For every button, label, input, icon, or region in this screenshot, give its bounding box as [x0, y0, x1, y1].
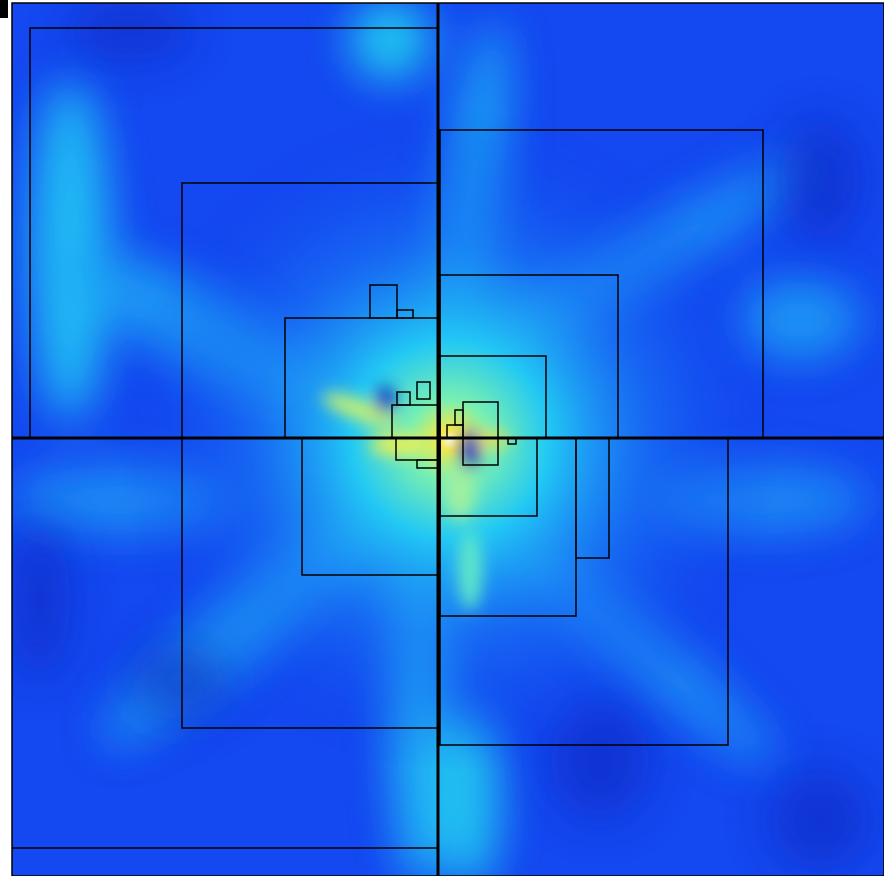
page [0, 0, 884, 876]
field-view [0, 0, 884, 876]
corner-mark [0, 0, 8, 18]
